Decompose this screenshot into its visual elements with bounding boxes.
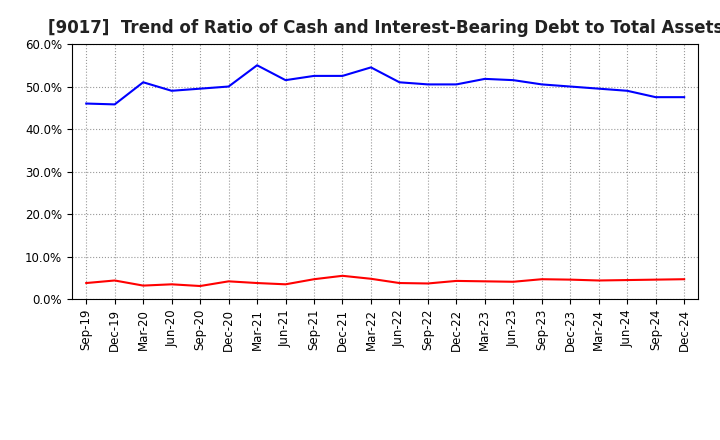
Cash <box>253 280 261 286</box>
Cash <box>595 278 603 283</box>
Interest-Bearing Debt <box>167 88 176 93</box>
Cash <box>82 280 91 286</box>
Interest-Bearing Debt <box>253 62 261 68</box>
Interest-Bearing Debt <box>338 73 347 78</box>
Cash <box>167 282 176 287</box>
Interest-Bearing Debt <box>652 95 660 100</box>
Interest-Bearing Debt <box>480 76 489 81</box>
Interest-Bearing Debt <box>395 80 404 85</box>
Cash <box>623 278 631 283</box>
Interest-Bearing Debt <box>139 80 148 85</box>
Cash <box>395 280 404 286</box>
Interest-Bearing Debt <box>537 82 546 87</box>
Interest-Bearing Debt <box>423 82 432 87</box>
Interest-Bearing Debt <box>110 102 119 107</box>
Cash <box>652 277 660 282</box>
Interest-Bearing Debt <box>680 95 688 100</box>
Interest-Bearing Debt <box>282 77 290 83</box>
Cash <box>366 276 375 282</box>
Line: Cash: Cash <box>86 276 684 286</box>
Cash <box>110 278 119 283</box>
Cash <box>509 279 518 284</box>
Cash <box>196 283 204 289</box>
Cash <box>310 277 318 282</box>
Interest-Bearing Debt <box>509 77 518 83</box>
Interest-Bearing Debt <box>595 86 603 92</box>
Legend: Cash, Interest-Bearing Debt: Cash, Interest-Bearing Debt <box>235 439 536 440</box>
Cash <box>480 279 489 284</box>
Interest-Bearing Debt <box>196 86 204 92</box>
Cash <box>225 279 233 284</box>
Cash <box>680 277 688 282</box>
Interest-Bearing Debt <box>452 82 461 87</box>
Cash <box>566 277 575 282</box>
Cash <box>452 278 461 283</box>
Interest-Bearing Debt <box>366 65 375 70</box>
Cash <box>423 281 432 286</box>
Interest-Bearing Debt <box>566 84 575 89</box>
Line: Interest-Bearing Debt: Interest-Bearing Debt <box>86 65 684 104</box>
Interest-Bearing Debt <box>623 88 631 93</box>
Interest-Bearing Debt <box>225 84 233 89</box>
Interest-Bearing Debt <box>82 101 91 106</box>
Cash <box>139 283 148 288</box>
Cash <box>537 277 546 282</box>
Interest-Bearing Debt <box>310 73 318 78</box>
Title: [9017]  Trend of Ratio of Cash and Interest-Bearing Debt to Total Assets: [9017] Trend of Ratio of Cash and Intere… <box>48 19 720 37</box>
Cash <box>338 273 347 279</box>
Cash <box>282 282 290 287</box>
